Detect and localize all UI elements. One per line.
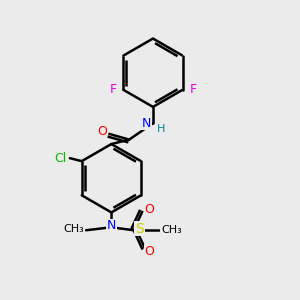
Text: N: N — [107, 219, 116, 232]
Text: H: H — [157, 124, 166, 134]
Text: O: O — [97, 125, 107, 138]
Text: N: N — [142, 117, 152, 130]
Text: O: O — [144, 244, 154, 258]
Text: O: O — [144, 203, 154, 216]
Text: CH₃: CH₃ — [161, 225, 182, 235]
Text: CH₃: CH₃ — [63, 224, 84, 234]
Text: Cl: Cl — [54, 152, 67, 165]
Text: F: F — [110, 83, 116, 96]
Text: S: S — [135, 222, 144, 236]
Text: F: F — [189, 83, 197, 96]
